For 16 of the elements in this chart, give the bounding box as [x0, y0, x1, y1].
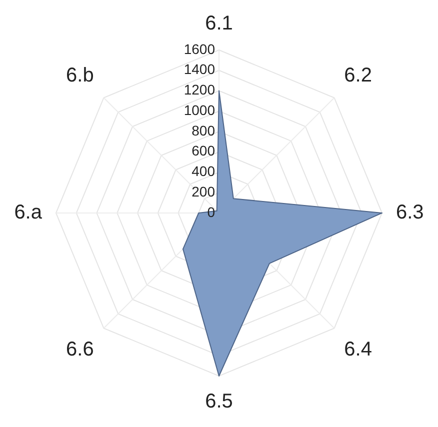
spoke-label: 6.3 [396, 202, 424, 224]
spoke-label: 6.a [14, 202, 43, 224]
spoke-label: 6.5 [205, 390, 233, 413]
y-tick-label: 1000 [184, 102, 216, 118]
spoke-label: 6.1 [205, 12, 233, 35]
spoke-label: 6.2 [344, 64, 372, 86]
spoke-label: 6.4 [344, 338, 372, 361]
spoke-label: 6.b [66, 64, 94, 86]
y-tick-label: 800 [192, 122, 216, 138]
y-tick-label: 1600 [184, 40, 216, 57]
y-tick-label: 400 [192, 163, 216, 180]
spoke-label: 6.6 [66, 338, 94, 361]
y-tick-label: 200 [192, 183, 216, 200]
y-tick-label: 600 [192, 142, 216, 159]
y-tick-label: 1200 [184, 82, 216, 98]
y-tick-label: 1400 [184, 61, 216, 78]
